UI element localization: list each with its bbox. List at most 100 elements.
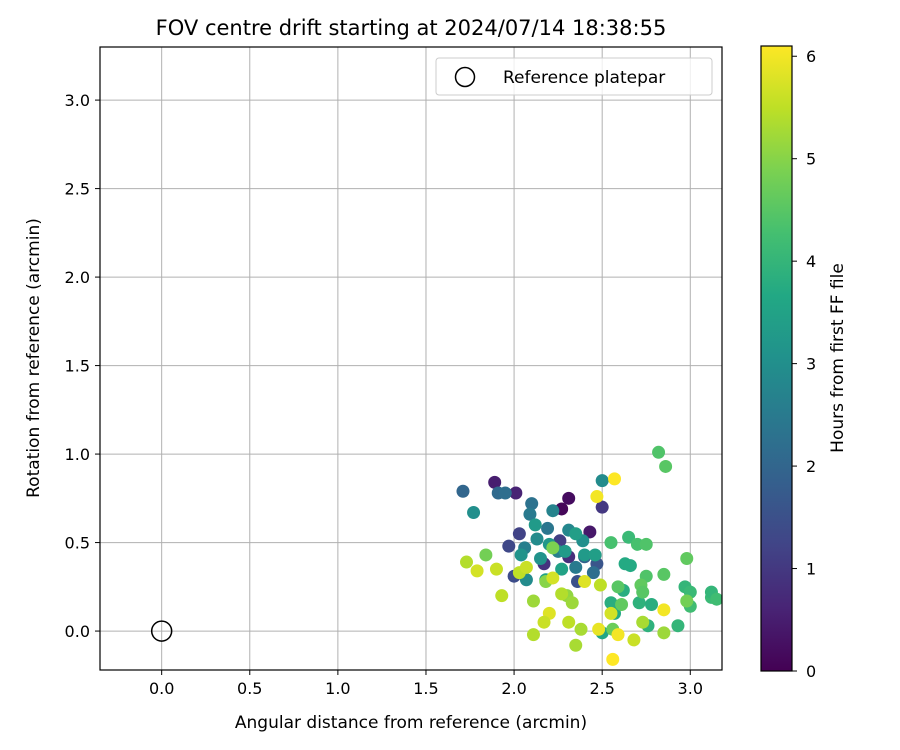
data-point: [622, 530, 636, 544]
data-point: [604, 536, 618, 550]
data-point: [565, 596, 579, 610]
data-point: [657, 626, 671, 640]
data-point: [578, 548, 592, 562]
data-point: [479, 548, 493, 562]
data-point: [498, 486, 512, 500]
x-tick-label: 3.0: [678, 679, 703, 698]
x-tick-label: 0.5: [237, 679, 262, 698]
y-tick-label: 3.0: [65, 91, 90, 110]
data-point: [611, 628, 625, 642]
data-point: [525, 497, 539, 511]
data-point: [659, 459, 673, 473]
colorbar-ticks: 0 1 2 3 4 5 6: [792, 47, 816, 681]
data-point: [509, 486, 523, 500]
data-point: [555, 587, 569, 601]
data-point: [680, 551, 694, 565]
data-point: [593, 578, 607, 592]
data-point: [608, 472, 622, 486]
data-point: [562, 615, 576, 629]
reference-point: [150, 620, 173, 642]
legend-box: [435, 57, 713, 96]
data-point: [623, 559, 637, 573]
colorbar-tick-label: 5: [806, 150, 816, 169]
data-point: [546, 504, 560, 518]
legend-entry-label: Reference platepar: [503, 68, 665, 88]
data-point: [456, 484, 470, 498]
data-point: [574, 622, 588, 636]
grid: [100, 47, 722, 670]
data-point: [588, 548, 602, 562]
data-point: [645, 598, 659, 612]
x-tick-label: 2.0: [501, 679, 526, 698]
data-point: [636, 615, 650, 629]
data-point: [590, 490, 604, 504]
data-point: [636, 585, 650, 599]
data-point: [586, 566, 600, 580]
data-point: [639, 537, 653, 551]
data-point: [671, 619, 685, 633]
data-point: [495, 589, 509, 603]
data-point: [546, 571, 560, 585]
data-point: [569, 638, 583, 652]
x-tick-label: 1.5: [413, 679, 438, 698]
data-point: [502, 539, 516, 553]
x-tick-label: 2.5: [589, 679, 614, 698]
data-point: [523, 507, 537, 521]
data-point: [710, 592, 722, 606]
x-tick-label: 1.0: [325, 679, 350, 698]
data-point: [627, 633, 641, 647]
data-point: [558, 544, 572, 558]
x-ticks: 0.0 0.5 1.0 1.5 2.0 2.5 3.0: [149, 670, 703, 698]
colorbar-tick-label: 0: [806, 662, 816, 681]
data-point: [578, 575, 592, 589]
data-point: [470, 564, 484, 578]
data-point: [526, 628, 540, 642]
y-tick-label: 0.5: [65, 534, 90, 553]
data-point: [537, 615, 551, 629]
data-point: [530, 532, 544, 546]
colorbar-tick-label: 1: [806, 560, 816, 579]
colorbar-tick-label: 3: [806, 355, 816, 374]
colorbar-tick-label: 6: [806, 47, 816, 66]
colorbar-tick-label: 2: [806, 457, 816, 476]
data-point: [489, 562, 503, 576]
data-point: [569, 560, 583, 574]
y-tick-label: 1.5: [65, 357, 90, 376]
data-point: [595, 474, 609, 488]
plot-frame: [99, 46, 723, 671]
data-point: [604, 596, 618, 610]
data-point: [546, 541, 560, 555]
legend-marker-open-circle: [454, 66, 476, 88]
data-point: [460, 555, 474, 569]
data-point: [632, 596, 646, 610]
y-axis-label: Rotation from reference (arcmin): [24, 218, 44, 498]
data-point: [512, 527, 526, 541]
chart-title: FOV centre drift starting at 2024/07/14 …: [156, 16, 667, 40]
y-ticks: 0.0 0.5 1.0 1.5 2.0 2.5 3.0: [65, 91, 100, 641]
y-tick-label: 2.5: [65, 180, 90, 199]
data-point: [519, 560, 533, 574]
data-point: [534, 551, 548, 565]
data-point: [592, 622, 606, 636]
data-point: [562, 491, 576, 505]
legend: Reference platepar: [435, 57, 713, 96]
data-point: [569, 527, 583, 541]
x-tick-label: 0.0: [149, 679, 174, 698]
data-point: [615, 598, 629, 612]
data-point: [541, 521, 555, 535]
colorbar-tick-label: 4: [806, 252, 816, 271]
colorbar-gradient: [760, 45, 793, 672]
data-point: [555, 562, 569, 576]
y-tick-label: 2.0: [65, 268, 90, 287]
colorbar-label: Hours from first FF file: [828, 263, 848, 453]
data-point: [488, 475, 502, 489]
data-point: [657, 603, 671, 617]
colorbar: 0 1 2 3 4 5 6 Hours from first FF file: [760, 45, 848, 681]
data-point: [595, 500, 609, 514]
data-point: [526, 594, 540, 608]
data-point: [528, 518, 542, 532]
data-point: [611, 580, 625, 594]
data-point: [606, 652, 620, 666]
y-tick-label: 0.0: [65, 622, 90, 641]
data-point: [680, 594, 694, 608]
